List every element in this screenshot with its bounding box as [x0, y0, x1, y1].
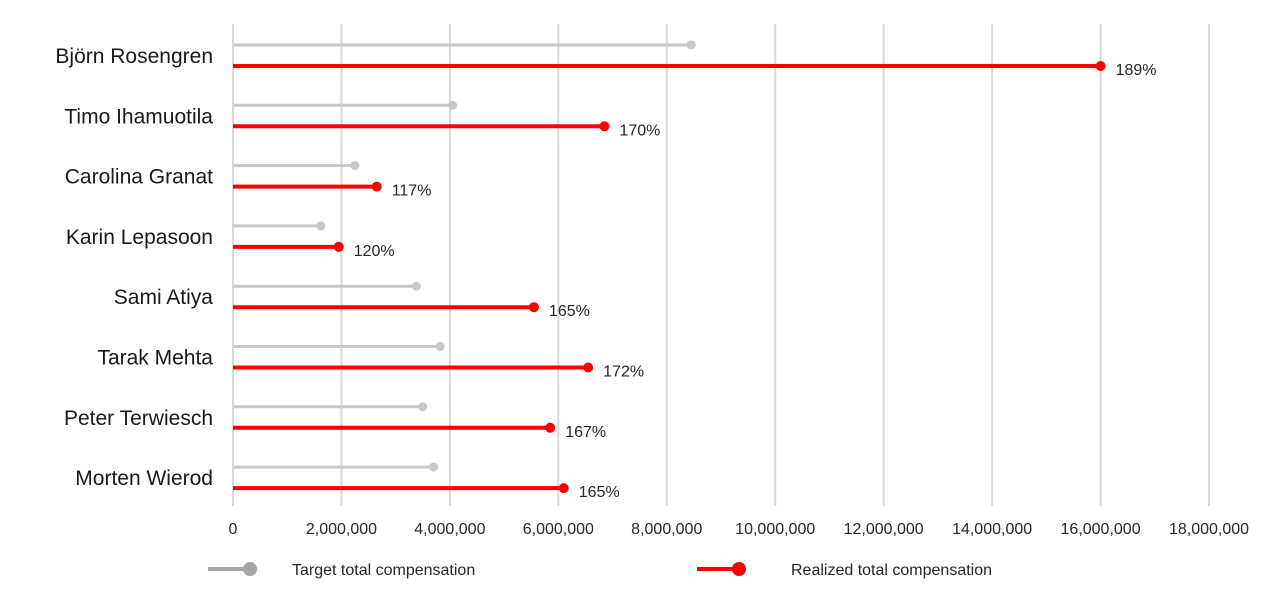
x-tick-label: 4,000,000: [414, 521, 485, 538]
x-tick-label: 14,000,000: [952, 521, 1032, 538]
target-point: [686, 40, 696, 50]
realized-point: [558, 483, 569, 494]
x-tick-label: 6,000,000: [523, 521, 594, 538]
data-label: 165%: [579, 484, 620, 501]
target-point: [316, 221, 326, 231]
data-label: 165%: [549, 303, 590, 320]
data-label: 117%: [392, 183, 432, 200]
x-tick-label: 8,000,000: [631, 521, 702, 538]
legend-realized-dot-icon: [732, 562, 746, 576]
x-axis-ticks: 0 2,000,000 4,000,000 6,000,000 8,000,000 10,…: [229, 521, 1250, 538]
category-label: Sami Atiya: [114, 286, 214, 309]
realized-point: [583, 362, 594, 373]
realized-point: [1095, 61, 1106, 71]
x-tick-label: 0: [229, 521, 238, 538]
category-label: Tarak Mehta: [97, 347, 213, 370]
legend: Target total compensation Realized total …: [208, 562, 992, 579]
realized-point: [371, 181, 382, 192]
category-label: Karin Lepasoon: [66, 226, 213, 249]
x-tick-label: 2,000,000: [306, 521, 377, 538]
x-tick-label: 16,000,000: [1061, 521, 1141, 538]
target-point: [435, 342, 445, 351]
legend-realized-label: Realized total compensation: [791, 562, 992, 579]
data-label: 120%: [354, 243, 395, 260]
data-label: 170%: [619, 122, 660, 139]
realized-point: [528, 302, 539, 313]
realized-point: [599, 121, 610, 132]
target-point: [411, 281, 421, 291]
data-label: 172%: [603, 364, 644, 381]
category-label: Peter Terwiesch: [64, 407, 213, 430]
category-label: Morten Wierod: [75, 467, 213, 490]
x-tick-label: 10,000,000: [735, 521, 815, 538]
target-point: [350, 161, 360, 171]
realized-point: [545, 422, 556, 433]
x-tick-label: 12,000,000: [844, 521, 924, 538]
grid-lines: [232, 24, 1210, 506]
data-label: 167%: [565, 424, 606, 441]
category-label: Carolina Granat: [65, 166, 213, 189]
data-series: 189% 170% 117% 120% 165% 172% 167% 165%: [233, 40, 1157, 501]
realized-point: [333, 241, 344, 252]
legend-target-label: Target total compensation: [292, 562, 475, 579]
target-point: [418, 402, 428, 412]
category-label: Björn Rosengren: [55, 45, 213, 68]
category-labels: Björn Rosengren Timo Ihamuotila Carolina G…: [55, 45, 213, 490]
target-point: [429, 462, 439, 472]
data-label: 189%: [1116, 62, 1157, 79]
legend-target-dot-icon: [243, 562, 257, 576]
x-tick-label: 18,000,000: [1169, 521, 1249, 538]
category-label: Timo Ihamuotila: [64, 105, 213, 128]
target-point: [448, 100, 458, 110]
